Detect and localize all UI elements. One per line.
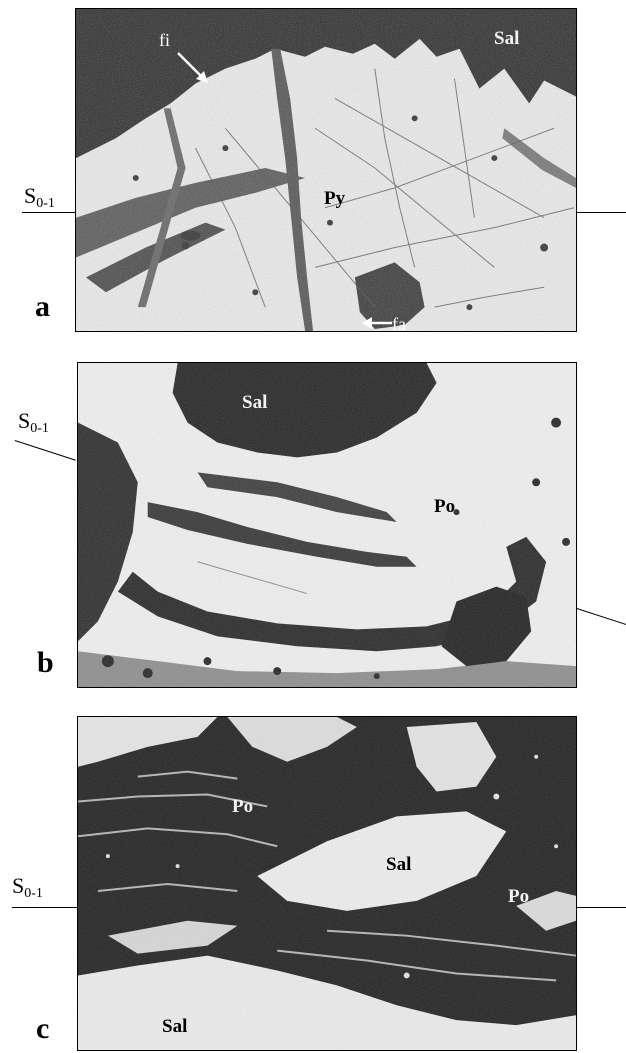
panel-letter-b: b <box>37 646 54 679</box>
annotation-fa: fa <box>392 314 406 332</box>
mineral-label-sal: Sal <box>242 392 268 413</box>
micrograph-c-image <box>78 717 576 1050</box>
panel-letter-a: a <box>35 290 50 323</box>
foliation-line-b-left <box>14 440 76 461</box>
mineral-label-po-left: Po <box>232 796 254 817</box>
foliation-line-b-right <box>576 608 626 626</box>
micrograph-panel-c: Po Sal Po Sal <box>77 716 577 1051</box>
arrow-icon-fi <box>177 52 208 83</box>
panel-letter-c: c <box>36 1012 50 1045</box>
mineral-label-py: Py <box>324 188 346 209</box>
micrograph-b-image <box>78 363 576 687</box>
foliation-line-c-right <box>577 907 626 908</box>
micrograph-panel-b: Sal Po <box>77 362 577 688</box>
foliation-line-c-left <box>12 907 77 908</box>
micrograph-a-image <box>76 9 576 331</box>
s-label-a: S0-1 <box>24 183 55 211</box>
foliation-line-a-right <box>577 212 626 213</box>
mineral-label-po: Po <box>434 496 456 517</box>
arrow-icon-fa <box>362 317 392 329</box>
foliation-line-a-left <box>22 212 75 213</box>
s-label-b: S0-1 <box>18 408 49 436</box>
s-label-c: S0-1 <box>12 873 43 901</box>
mineral-label-sal-bottom: Sal <box>162 1016 188 1037</box>
mineral-label-sal: Sal <box>494 28 520 49</box>
annotation-fi: fi <box>159 30 170 50</box>
mineral-label-sal-center: Sal <box>386 854 412 875</box>
micrograph-panel-a: Sal Py fi fa <box>75 8 577 332</box>
mineral-label-po-right: Po <box>508 886 530 907</box>
